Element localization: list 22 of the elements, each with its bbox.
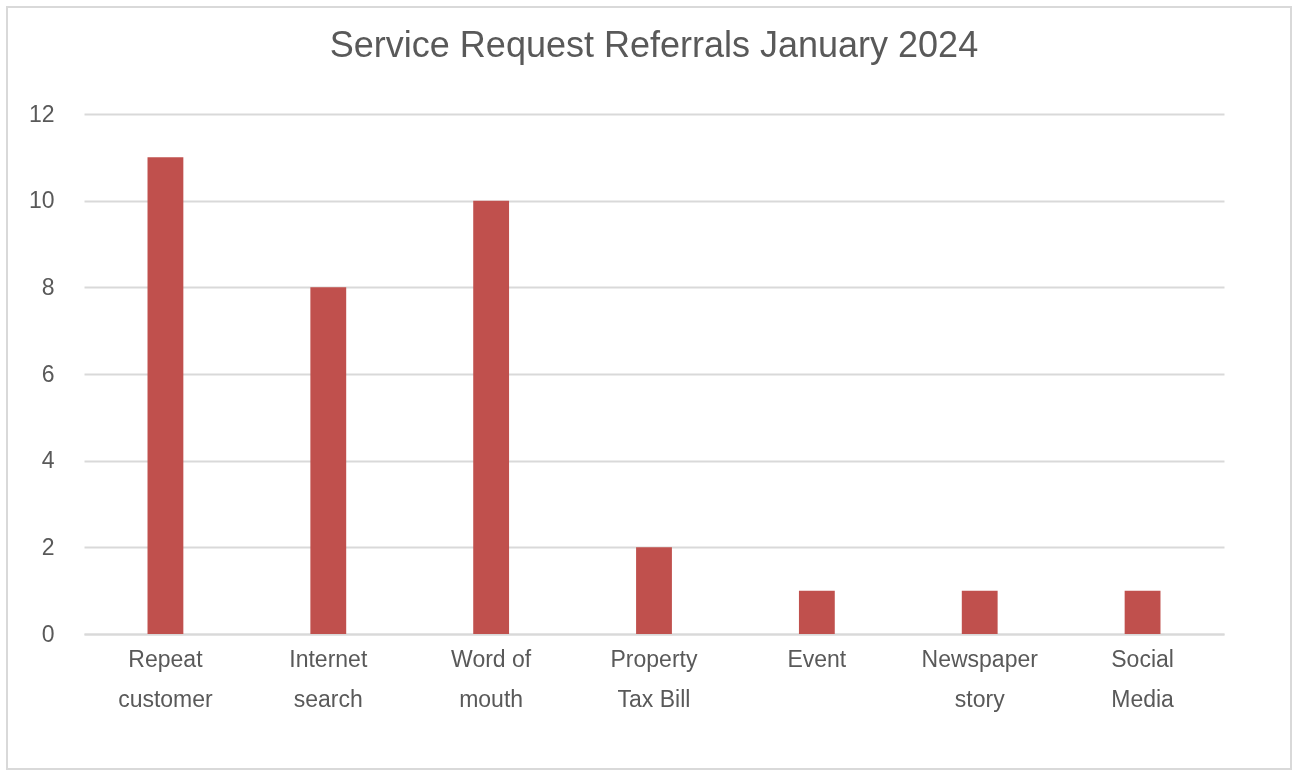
chart-title: Service Request Referrals January 2024 bbox=[329, 24, 979, 65]
y-tick-label: 2 bbox=[41, 533, 55, 560]
y-tick-label: 8 bbox=[41, 273, 55, 300]
y-tick-label: 4 bbox=[41, 447, 55, 474]
x-tick-label: Repeat customer bbox=[118, 645, 214, 712]
bar bbox=[798, 590, 835, 634]
bar bbox=[310, 287, 347, 634]
x-tick-label: Word of mouth bbox=[451, 645, 532, 712]
bar bbox=[1124, 590, 1161, 634]
bar bbox=[473, 200, 510, 634]
x-tick-label: Event bbox=[787, 645, 847, 672]
x-tick-label: Newspaper story bbox=[921, 645, 1039, 712]
bar bbox=[147, 157, 184, 634]
y-tick-label: 12 bbox=[28, 100, 55, 127]
x-tick-label: Social Media bbox=[1111, 645, 1175, 712]
x-tick-label: Property Tax Bill bbox=[610, 645, 698, 712]
y-tick-label: 10 bbox=[28, 187, 55, 214]
y-tick-label: 0 bbox=[41, 620, 55, 647]
bar bbox=[636, 547, 672, 634]
y-tick-label: 6 bbox=[41, 360, 55, 387]
bar bbox=[961, 590, 998, 634]
x-tick-label: Internet search bbox=[289, 645, 368, 712]
